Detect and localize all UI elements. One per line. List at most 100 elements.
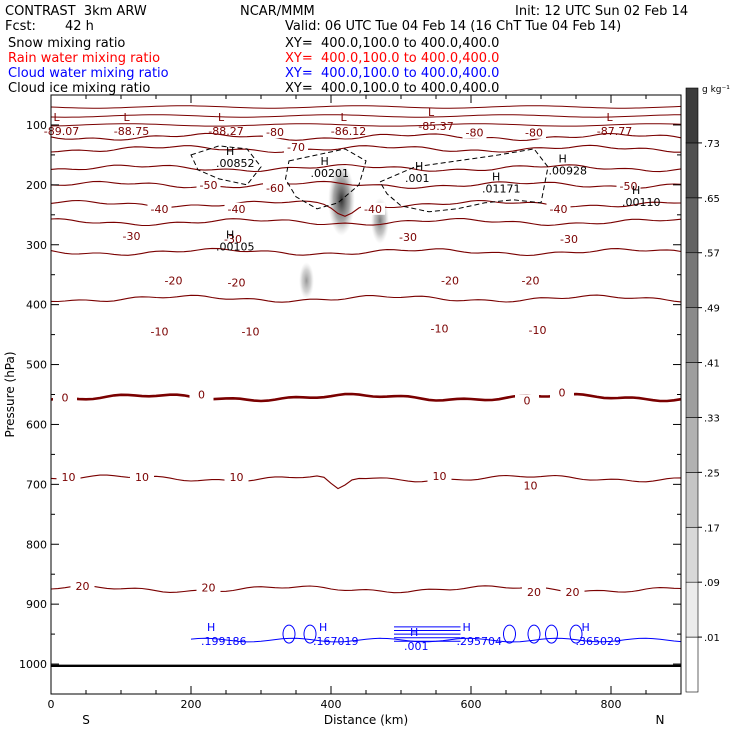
colorbar-segment-7 (685, 252, 699, 308)
field-xy-cloud-water: XY= 400.0,100.0 to 400.0,400.0 (285, 66, 500, 81)
isotherm-label-bg-29 (224, 471, 249, 484)
y-tick-label-6: 700 (26, 478, 47, 491)
isotherm-label-bg-18 (518, 274, 543, 287)
temp-minimum-value-5: -87.77 (597, 125, 632, 138)
x-tick-label-3: 600 (461, 698, 482, 711)
cloud-ice-max-marker-5: H (632, 184, 640, 197)
isotherm-label-21: -10 (431, 323, 449, 336)
isotherm-label-22: -10 (529, 324, 547, 337)
init-time: Init: 12 UTC Sun 02 Feb 14 (515, 4, 689, 19)
cloud-ice-contour-1 (284, 148, 367, 210)
y-tick-label-8: 900 (26, 598, 47, 611)
x-tick-label-1: 200 (181, 698, 202, 711)
isotherm-label-bg-9 (361, 202, 385, 215)
isotherm-label-bg-7 (147, 202, 172, 215)
temp-minimum-value-4: -85.37 (418, 120, 453, 133)
field-name-rain: Rain water mixing ratio (8, 51, 161, 66)
isotherm-label-bg-32 (70, 580, 95, 593)
isotherm--70 (50, 144, 681, 154)
colorbar-segment-5 (685, 362, 699, 418)
isotherm-label-32: 20 (76, 580, 90, 593)
y-axis-label: Pressure (hPa) (3, 351, 17, 437)
y-tick-label-3: 400 (26, 299, 47, 312)
isotherm-label-6: -50 (620, 180, 638, 193)
isotherm-label-24: 0 (198, 389, 205, 402)
isotherm-label-bg-17 (438, 274, 462, 287)
forecast-hours: 42 h (65, 19, 94, 34)
colorbar-label-7: .57 (704, 249, 720, 260)
isotherm-label-bg-27 (56, 471, 81, 484)
colorbar-segment-2 (685, 526, 699, 583)
isotherm-label-bg-15 (161, 274, 186, 287)
isotherm-label-bg-22 (525, 323, 550, 336)
isotherm-label-17: -20 (441, 275, 459, 288)
colorbar-segment-0 (685, 636, 699, 693)
cloud-water-max-value-0: .199186 (201, 635, 247, 648)
cloud-water-max-marker-2: H (410, 626, 418, 639)
y-tick-label-1: 200 (26, 179, 47, 192)
isotherm-label-7: -40 (151, 203, 169, 216)
isotherm-label-bg-6 (616, 180, 641, 193)
field-xy-snow: XY= 400.0,100.0 to 400.0,400.0 (285, 36, 500, 51)
cloud-ice-max-value-6: .00105 (216, 241, 255, 254)
isotherm-label-10: -40 (550, 203, 568, 216)
isotherm-label-bg-8 (224, 202, 249, 215)
cloud-water-max-marker-3: H (463, 621, 471, 634)
upper-contour-1 (50, 114, 681, 118)
isotherm-label-8: -40 (228, 203, 246, 216)
y-tick-label-4: 500 (26, 359, 47, 372)
isotherm-label-bg-16 (224, 276, 249, 289)
colorbar-segment-10 (685, 87, 699, 144)
isotherm-label-bg-20 (238, 325, 263, 338)
isotherm-label-bg-12 (221, 232, 245, 245)
organization-label: NCAR/MMM (240, 4, 315, 19)
y-tick-label-7: 800 (26, 538, 47, 551)
colorbar-label-8: .65 (704, 194, 720, 205)
x-tick-label-0: 0 (48, 698, 55, 711)
y-tick-label-2: 300 (26, 239, 47, 252)
isotherm-label-bg-26 (550, 386, 574, 399)
temp-minimum-marker-2: L (218, 111, 225, 124)
colorbar-segment-1 (685, 581, 699, 638)
valid-time: Valid: 06 UTC Tue 04 Feb 14 (16 ChT Tue … (285, 19, 622, 34)
cloud-water-max-value-3: .295704 (457, 635, 503, 648)
colorbar-label-2: .17 (704, 523, 720, 534)
isotherm-label-4: -60 (266, 182, 284, 195)
cloud-water-cell-2 (503, 624, 516, 644)
x-end-label-right: N (656, 713, 665, 727)
cloud-ice-contour-0 (190, 145, 262, 186)
isotherm-label-33: 20 (202, 581, 216, 594)
isotherm-label-28: 10 (135, 471, 149, 484)
x-end-label-left: S (82, 713, 90, 727)
cloud-water-max-value-1: .167019 (313, 635, 359, 648)
y-tick-label-9: 1000 (19, 658, 47, 671)
cloud-water-cell-4 (545, 624, 558, 644)
cloud-water-cell-3 (527, 624, 541, 644)
isotherm-label-18: -20 (522, 275, 540, 288)
isotherm--50 (50, 180, 682, 189)
cloud-ice-max-value-1: .00201 (311, 167, 350, 180)
isotherm-label-15: -20 (165, 275, 183, 288)
isotherm--60 (50, 163, 682, 173)
snow-shading-2 (299, 262, 314, 300)
temp-minimum-value-1: -88.75 (114, 125, 149, 138)
isotherm-label-0: -80 (266, 126, 284, 139)
cloud-ice-max-marker-2: H (415, 160, 423, 173)
isotherm-label-9: -40 (364, 203, 382, 216)
isotherm-label-30: 10 (433, 470, 447, 483)
upper-contour-0 (50, 105, 682, 109)
isotherm-label-bg-34 (522, 586, 546, 599)
x-tick-label-2: 400 (321, 698, 342, 711)
temp-minimum-marker-4: L (428, 106, 435, 119)
colorbar-segment-8 (685, 197, 699, 254)
cloud-ice-max-value-0: .00852 (216, 157, 255, 170)
isotherm-label-bg-30 (427, 469, 452, 482)
cloud-water-cell-1 (303, 624, 317, 644)
isotherm-label-20: -10 (242, 326, 260, 339)
isotherm-label-bg-25 (515, 394, 539, 407)
isotherm-20 (50, 585, 682, 594)
isotherm-10 (50, 474, 682, 490)
colorbar-label-1: .09 (704, 578, 720, 589)
isotherm-label-19: -10 (151, 326, 169, 339)
